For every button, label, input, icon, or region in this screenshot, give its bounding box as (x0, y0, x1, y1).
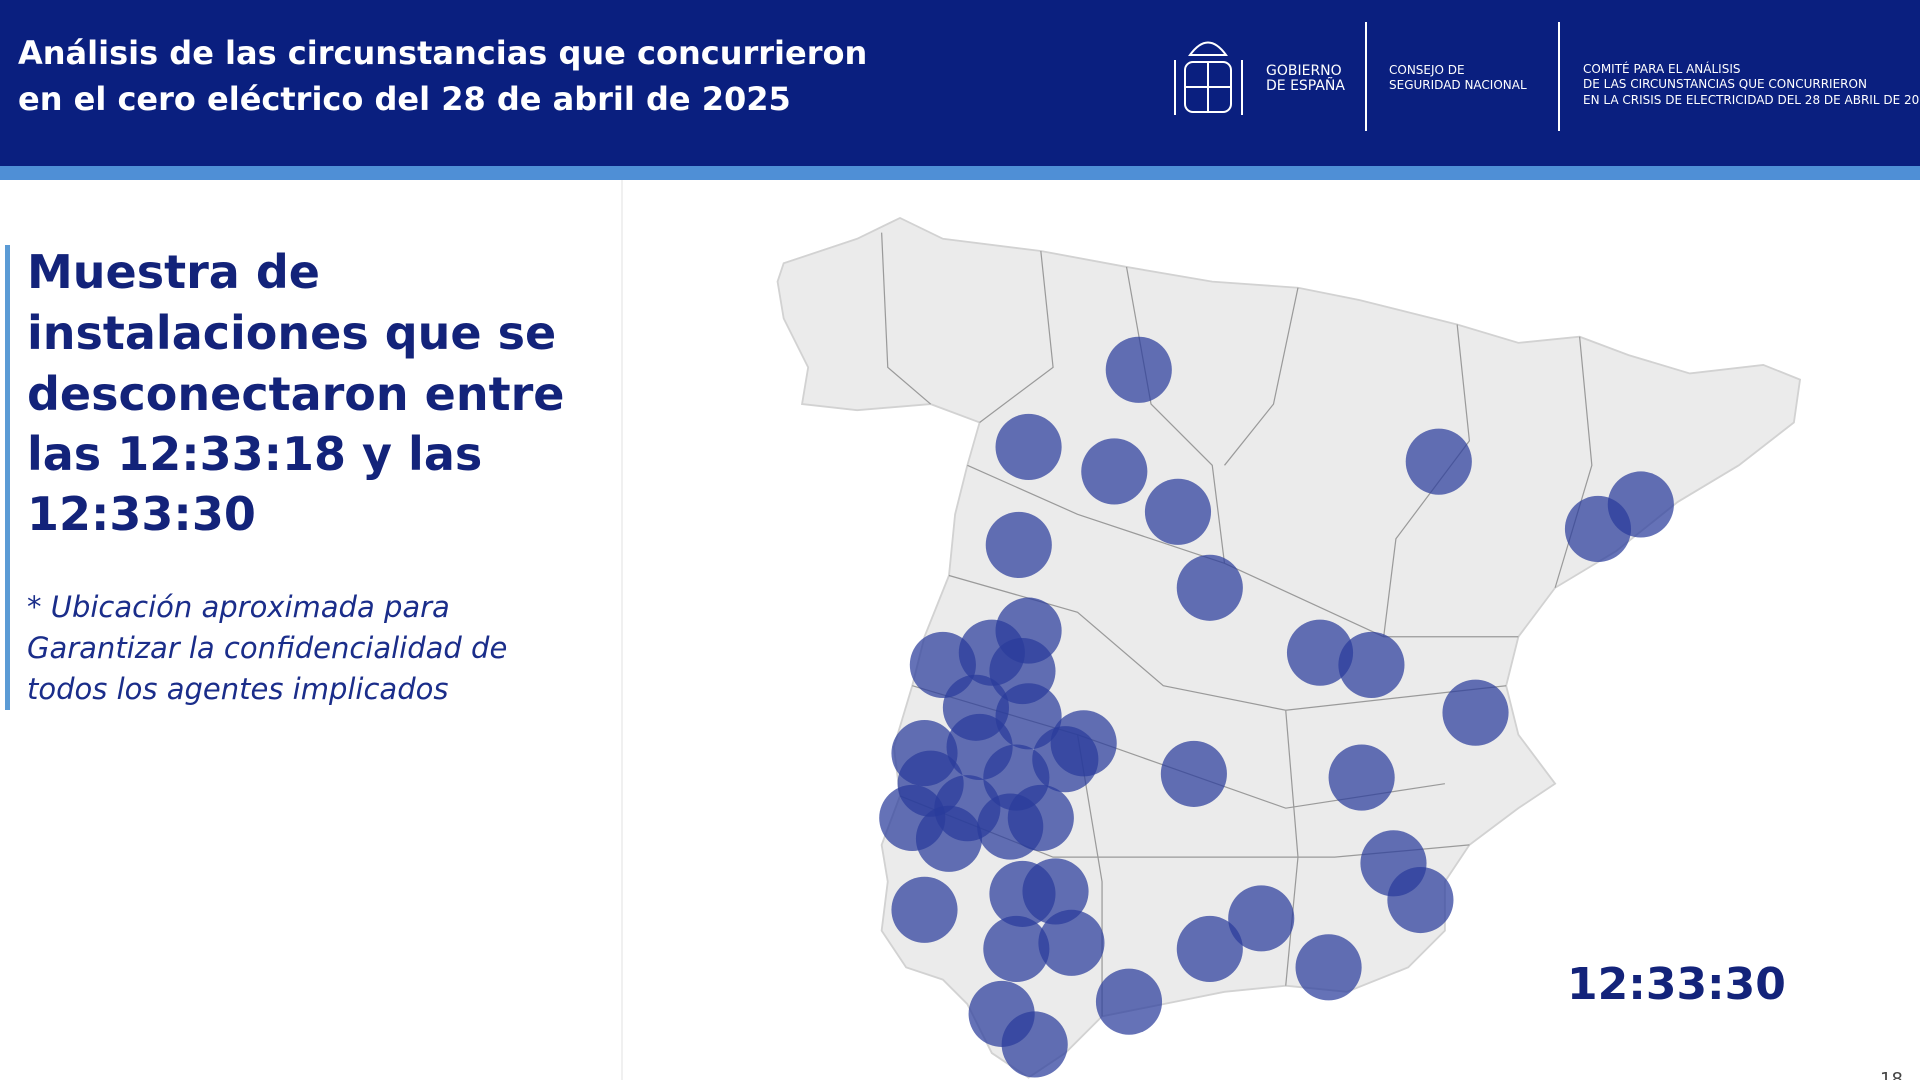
installation-marker (983, 915, 1050, 983)
installation-marker (1442, 679, 1509, 746)
panel-heading: instalaciones que se (27, 306, 556, 360)
comite-text: COMITÉ PARA EL ANÁLISIS (1583, 61, 1740, 76)
installation-marker (1607, 471, 1674, 538)
panel-accent (5, 245, 10, 710)
installation-marker (995, 413, 1062, 481)
header-title: Análisis de las circunstancias que concu… (18, 34, 867, 72)
header-title: en el cero eléctrico del 28 de abril de … (18, 80, 791, 118)
installation-marker (1095, 968, 1163, 1035)
installation-marker (891, 876, 958, 943)
timestamp: 12:33:30 (1567, 959, 1786, 1010)
installation-marker (1405, 428, 1472, 495)
installation-marker (995, 683, 1062, 750)
comite-text: DE LAS CIRCUNSTANCIAS QUE CONCURRIERON (1583, 77, 1867, 91)
installation-marker (1286, 619, 1354, 686)
panel-note: Garantizar la confidencialidad de (27, 631, 507, 665)
installation-marker (1001, 1011, 1068, 1078)
panel-heading: las 12:33:18 y las (27, 427, 482, 481)
installation-marker (985, 511, 1052, 578)
coat-of-arms (1174, 41, 1243, 115)
installation-marker (1338, 631, 1405, 698)
panel-heading: Muestra de (27, 245, 320, 299)
spain-map (776, 216, 1802, 1079)
installation-marker (1105, 336, 1172, 403)
installation-marker (1081, 438, 1148, 505)
panel-heading: 12:33:30 (27, 487, 256, 541)
comite-text: EN LA CRISIS DE ELECTRICIDAD DEL 28 DE A… (1583, 93, 1920, 107)
panel-note: todos los agentes implicados (27, 672, 448, 706)
installation-marker (1176, 554, 1243, 621)
installation-marker (1007, 784, 1074, 852)
installation-marker (1160, 740, 1227, 807)
gobierno-text: GOBIERNO (1266, 63, 1342, 79)
installation-marker (1228, 885, 1295, 952)
installation-marker (1038, 909, 1105, 976)
installation-markers (879, 336, 1674, 1078)
header-bar (0, 0, 1920, 166)
installation-marker (915, 805, 983, 872)
header-stripe (0, 166, 1920, 180)
page-number: 18 (1880, 1069, 1903, 1080)
panel-note: * Ubicación aproximada para (27, 590, 450, 624)
consejo-text: CONSEJO DE (1389, 63, 1465, 77)
installation-marker (1328, 744, 1395, 811)
gobierno-text: DE ESPAÑA (1266, 77, 1345, 94)
installation-marker (1176, 915, 1243, 983)
installation-marker (1022, 858, 1089, 925)
installation-marker (1387, 866, 1454, 934)
installation-marker (1144, 478, 1212, 545)
installation-marker (1295, 934, 1362, 1001)
consejo-text: SEGURIDAD NACIONAL (1389, 78, 1527, 92)
panel-heading: desconectaron entre (27, 367, 565, 421)
